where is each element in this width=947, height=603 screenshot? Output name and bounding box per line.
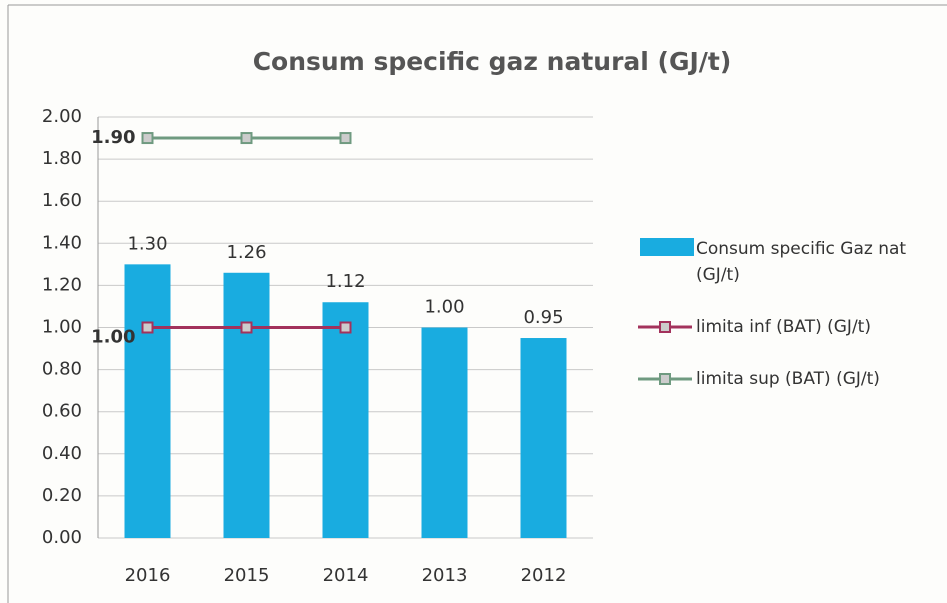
legend-marker bbox=[659, 373, 671, 385]
bar bbox=[322, 302, 369, 538]
marker bbox=[141, 132, 154, 145]
legend-label: limita inf (BAT) (GJ/t) bbox=[696, 317, 871, 337]
y-tick-label: 0.40 bbox=[42, 443, 82, 464]
bar bbox=[520, 338, 567, 538]
y-tick-label: 0.60 bbox=[42, 401, 82, 422]
y-tick-label: 1.80 bbox=[42, 148, 82, 169]
x-tick-label: 2012 bbox=[521, 565, 567, 586]
x-tick-label: 2016 bbox=[125, 565, 171, 586]
marker bbox=[240, 321, 253, 334]
x-tick-label: 2013 bbox=[422, 565, 468, 586]
y-tick-label: 1.00 bbox=[42, 317, 82, 338]
marker bbox=[339, 132, 352, 145]
bar bbox=[124, 264, 171, 538]
y-tick-label: 0.00 bbox=[42, 527, 82, 548]
marker bbox=[240, 132, 253, 145]
data-label: 1.00 bbox=[91, 327, 135, 348]
y-tick-label: 0.80 bbox=[42, 359, 82, 380]
data-label: 0.95 bbox=[523, 307, 563, 328]
data-label: 1.12 bbox=[325, 271, 365, 292]
y-tick-label: 2.00 bbox=[42, 106, 82, 127]
data-label: 1.26 bbox=[226, 242, 266, 263]
legend-label: limita sup (BAT) (GJ/t) bbox=[696, 369, 880, 389]
data-label: 1.00 bbox=[424, 297, 464, 318]
bar bbox=[223, 272, 270, 538]
x-tick-label: 2014 bbox=[323, 565, 369, 586]
legend-swatch bbox=[638, 373, 692, 385]
y-tick-label: 1.60 bbox=[42, 190, 82, 211]
x-tick-label: 2015 bbox=[224, 565, 270, 586]
data-label: 1.90 bbox=[91, 127, 135, 148]
y-tick-label: 1.20 bbox=[42, 274, 82, 295]
marker bbox=[339, 321, 352, 334]
legend-box bbox=[640, 238, 694, 256]
marker bbox=[141, 321, 154, 334]
legend: Consum specific Gaz nat (GJ/t) limita inf… bbox=[636, 236, 936, 418]
legend-item: limita sup (BAT) (GJ/t) bbox=[636, 366, 936, 392]
y-tick-label: 0.20 bbox=[42, 485, 82, 506]
data-label: 1.30 bbox=[127, 233, 167, 254]
legend-swatch bbox=[638, 321, 692, 333]
chart-title: Consum specific gaz natural (GJ/t) bbox=[253, 47, 732, 76]
legend-label: Consum specific Gaz nat (GJ/t) bbox=[696, 239, 907, 285]
bar bbox=[421, 327, 468, 538]
legend-marker bbox=[659, 321, 671, 333]
legend-swatch bbox=[640, 238, 694, 256]
legend-item: limita inf (BAT) (GJ/t) bbox=[636, 314, 936, 340]
legend-item: Consum specific Gaz nat (GJ/t) bbox=[636, 236, 936, 288]
y-tick-label: 1.40 bbox=[42, 232, 82, 253]
